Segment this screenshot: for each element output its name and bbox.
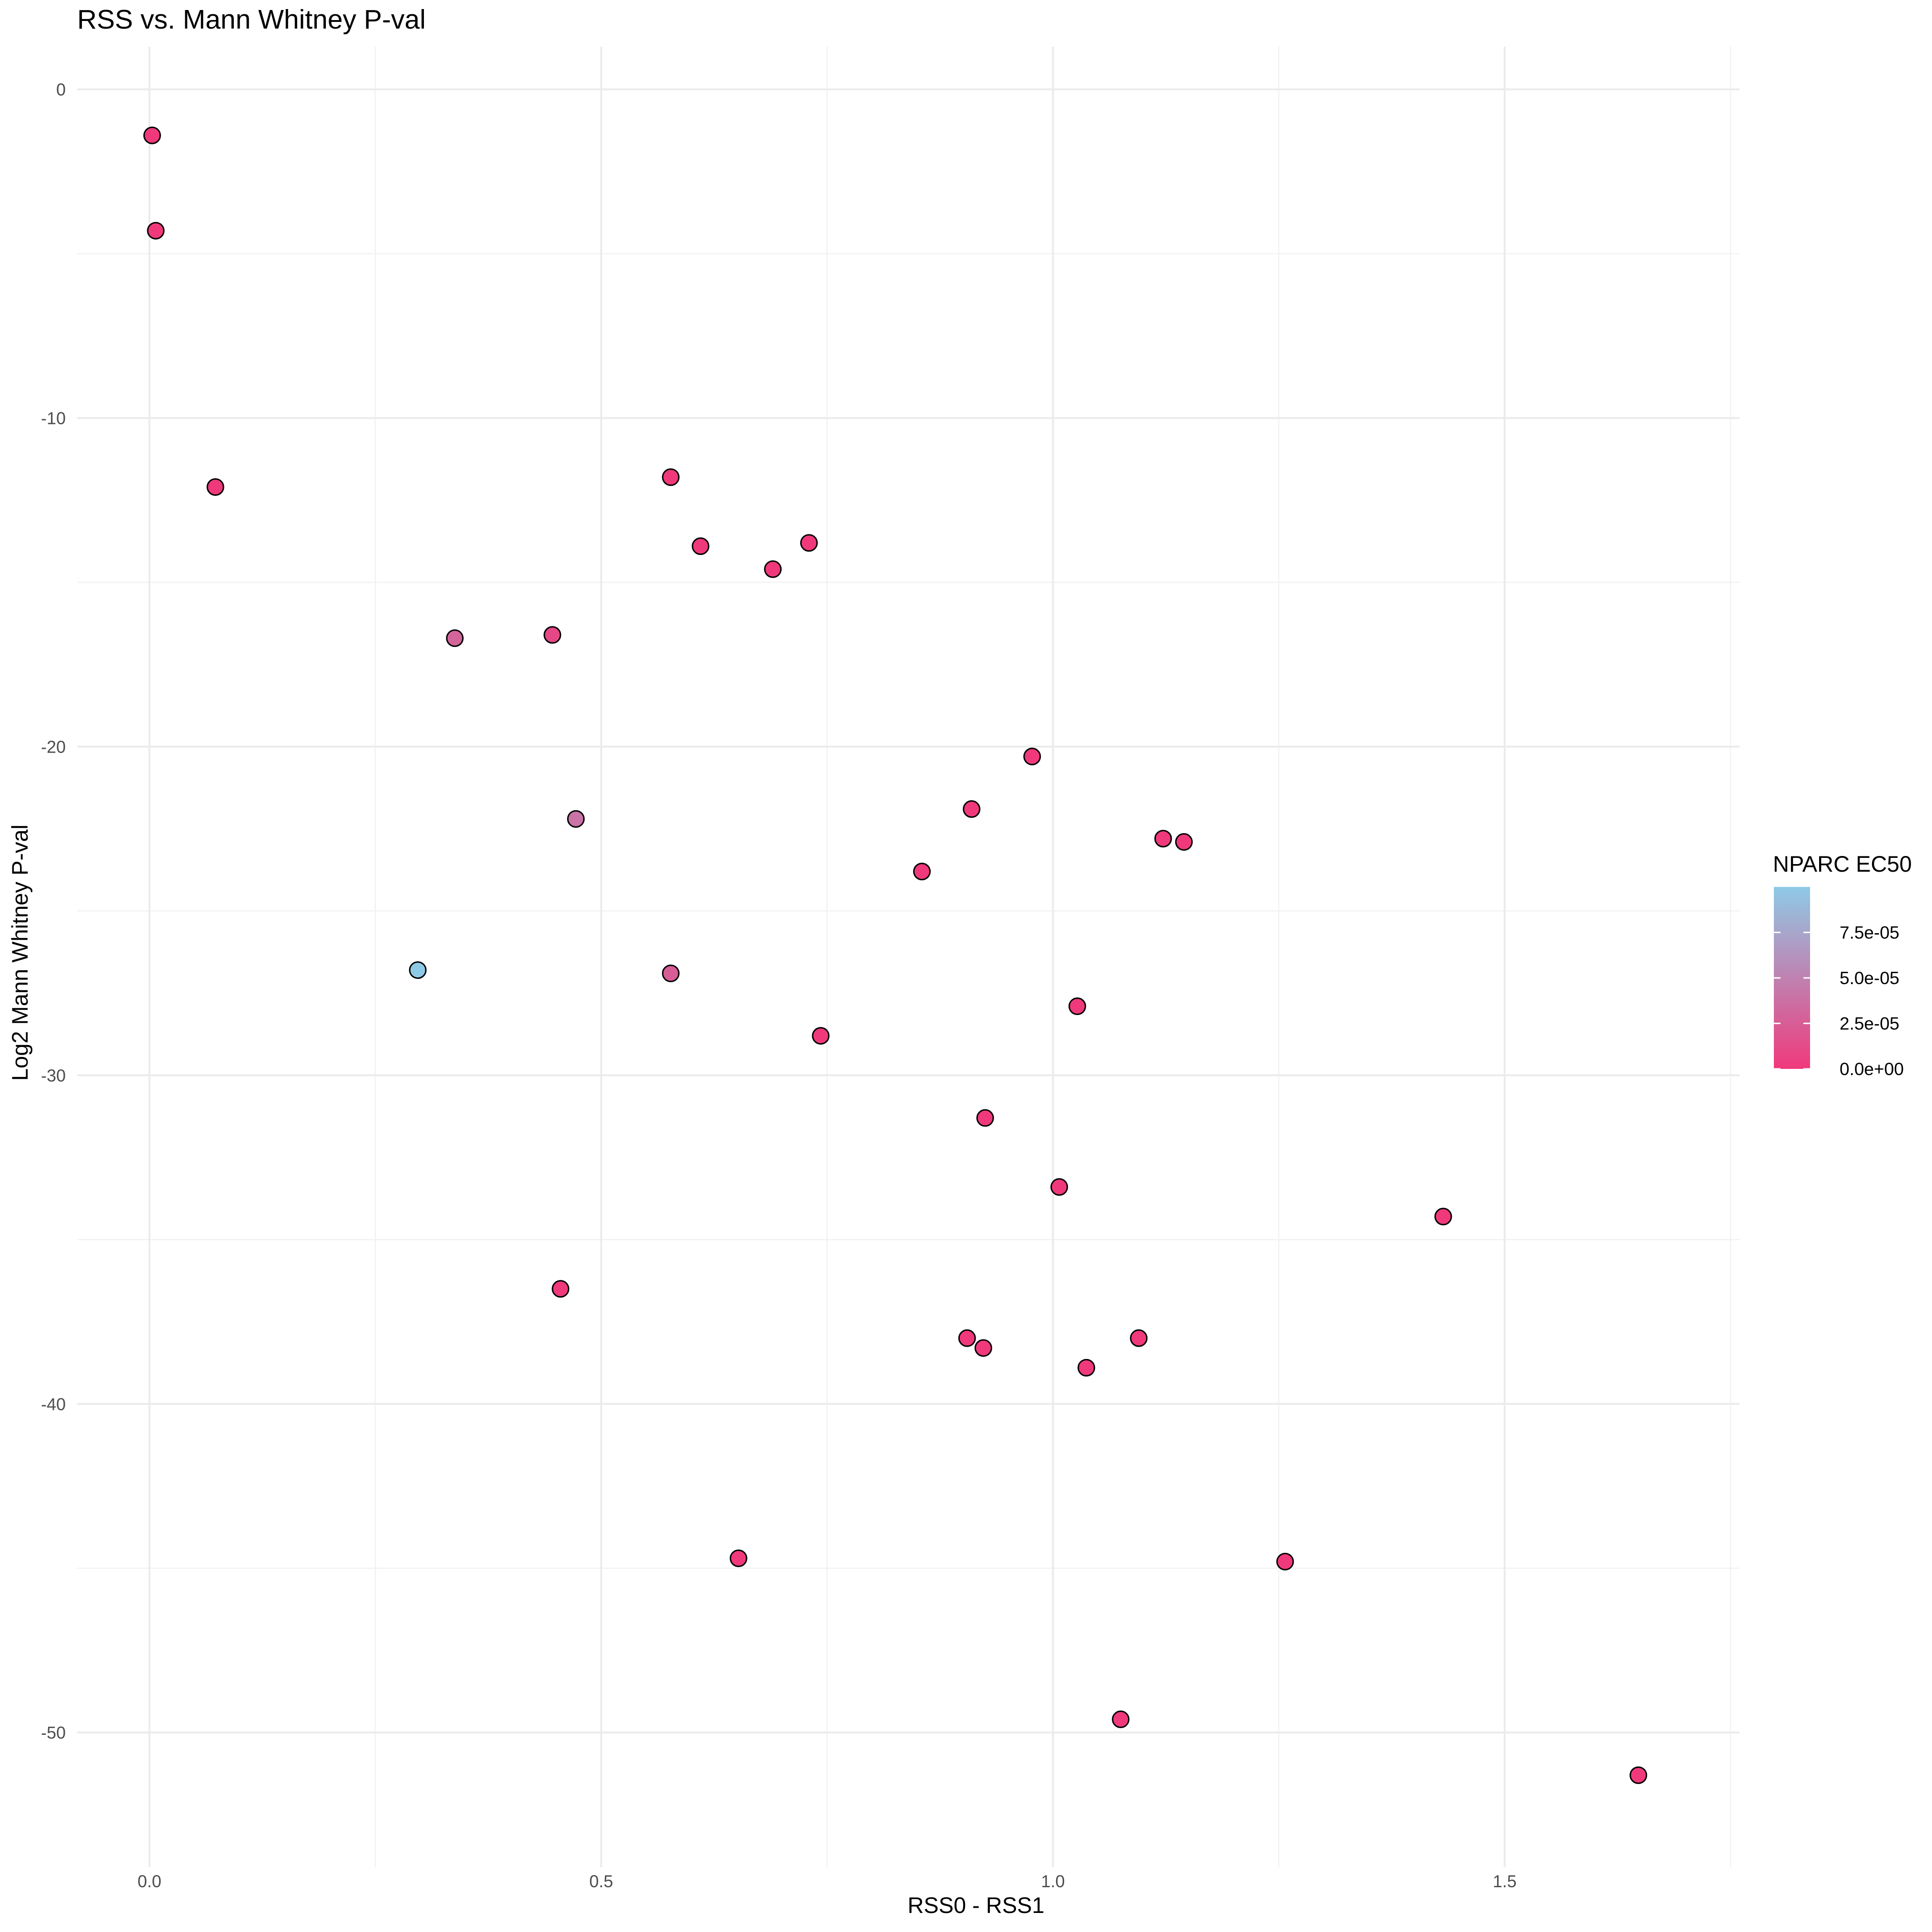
color-legend: NPARC EC50 0.0e+00 2.5e-05 5.0e-05 7.5e-05 <box>1773 851 1912 1079</box>
y-tick-label: -40 <box>41 1394 66 1414</box>
colorbar-ticks: 0.0e+00 2.5e-05 5.0e-05 7.5e-05 <box>1774 923 1904 1079</box>
x-tick-label: 1.0 <box>1041 1872 1065 1891</box>
data-point <box>1130 1329 1148 1347</box>
y-axis-ticks: 0 -10 -20 -30 -40 -50 <box>41 80 66 1742</box>
data-point <box>974 1339 992 1357</box>
colorbar-tick-label: 0.0e+00 <box>1840 1059 1904 1079</box>
x-tick-label: 0.0 <box>138 1872 161 1891</box>
data-point <box>800 534 818 552</box>
x-axis-ticks: 0.0 0.5 1.0 1.5 <box>138 1872 1517 1891</box>
data-point <box>409 961 427 979</box>
y-tick-label: -30 <box>41 1066 66 1085</box>
y-tick-label: -20 <box>41 737 66 756</box>
data-point <box>1175 833 1193 851</box>
data-point <box>662 468 680 486</box>
data-point <box>206 478 224 496</box>
data-point <box>1154 830 1172 848</box>
data-point <box>446 629 464 647</box>
data-point <box>1434 1208 1452 1226</box>
chart-title: RSS vs. Mann Whitney P-val <box>77 4 426 35</box>
data-point <box>764 560 782 578</box>
data-point <box>147 221 165 240</box>
data-point <box>543 626 562 644</box>
data-point <box>963 800 981 818</box>
y-tick-label: -10 <box>41 409 66 428</box>
data-point <box>567 810 585 828</box>
data-point <box>1077 1358 1096 1377</box>
data-point <box>812 1027 830 1045</box>
data-point <box>1630 1766 1648 1784</box>
data-point <box>662 964 680 982</box>
data-point <box>976 1109 994 1127</box>
colorbar-tick-label: 7.5e-05 <box>1840 923 1900 943</box>
data-point <box>143 126 161 144</box>
data-point <box>552 1280 570 1298</box>
plot-grid <box>77 47 1740 1867</box>
data-point <box>958 1329 976 1347</box>
x-tick-label: 1.5 <box>1493 1872 1517 1891</box>
x-tick-label: 0.5 <box>589 1872 613 1891</box>
data-points <box>143 126 1648 1784</box>
data-point <box>1050 1178 1068 1196</box>
data-point <box>1112 1711 1130 1729</box>
data-point <box>692 537 710 555</box>
colorbar-tick-label: 2.5e-05 <box>1840 1014 1900 1034</box>
data-point <box>1276 1552 1294 1570</box>
data-point <box>729 1550 747 1568</box>
y-tick-label: 0 <box>56 80 66 100</box>
legend-title: NPARC EC50 <box>1773 851 1912 876</box>
x-axis-title: RSS0 - RSS1 <box>907 1892 1044 1918</box>
data-point <box>913 863 931 881</box>
data-point <box>1023 747 1041 765</box>
y-tick-label: -50 <box>41 1723 66 1742</box>
y-axis-title: Log2 Mann Whitney P-val <box>7 825 32 1081</box>
colorbar-tick-label: 5.0e-05 <box>1840 968 1900 988</box>
data-point <box>1068 997 1087 1015</box>
